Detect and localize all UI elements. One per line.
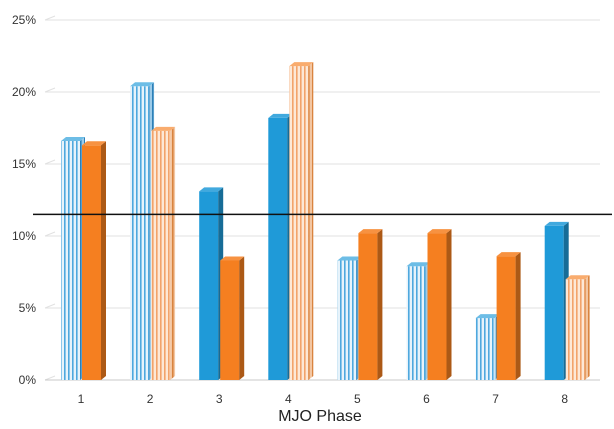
bar-side [584,275,590,380]
bar-phase-4-series-1 [268,113,293,381]
bar-front [427,233,447,380]
bar-top [496,252,521,257]
y-tick-label: 10% [12,229,36,243]
bar-top [427,229,452,234]
bar-side [446,229,452,380]
bar-side [101,141,106,380]
bar-front [268,117,288,381]
bar-top [358,229,383,234]
bar-phase-2-series-2 [151,126,176,380]
bar-front [544,225,564,380]
gridline-depth [44,159,56,165]
bar-front [475,318,495,380]
bar-phase-8-series-1 [544,221,569,380]
bar-top [151,126,176,131]
bar-phase-3-series-1 [199,187,224,380]
x-tick-label: 4 [285,392,292,406]
bars [61,62,590,381]
bar-top [475,314,500,319]
bar-phase-5-series-1 [337,256,362,380]
y-axis-tick-labels: 0% 5% 10% 15% 20% 25% [12,13,36,387]
bar-side [170,126,176,380]
x-tick-label: 5 [354,392,361,406]
gridline-depth [44,303,56,309]
bar-phase-4-series-2 [289,62,314,380]
bar-top [61,136,85,141]
gridline-depth [44,231,56,237]
bar-top [268,113,293,118]
bar-front [565,279,585,380]
bar-phase-2-series-1 [130,82,155,381]
bar-front [406,266,426,380]
bar-phase-8-series-2 [565,275,590,380]
bar-top [130,82,155,87]
x-tick-label: 7 [492,392,499,406]
bar-phase-1-series-2 [82,141,106,380]
bar-top [289,62,314,67]
bar-phase-6-series-2 [427,229,452,380]
y-tick-label: 25% [12,13,36,27]
gridline-depth [44,87,56,93]
y-tick-label: 20% [12,85,36,99]
y-tick-label: 15% [12,157,36,171]
bar-top [82,141,106,146]
bar-top [337,256,362,261]
bar-front [337,260,357,380]
bar-side [239,256,245,380]
bar-front [289,66,309,380]
y-tick-label: 5% [19,301,37,315]
bar-front [151,130,171,380]
bar-phase-3-series-2 [220,256,245,380]
bar-top [220,256,245,261]
bar-phase-6-series-1 [406,262,431,380]
x-tick-label: 3 [216,392,223,406]
bar-phase-5-series-2 [358,229,383,380]
bar-phase-7-series-1 [475,314,500,380]
bar-side [377,229,383,380]
bar-top [565,275,590,280]
bar-top [544,221,569,226]
gridline-depth [44,375,56,381]
bar-top [406,262,431,267]
x-tick-label: 1 [78,392,85,406]
bar-front [220,260,240,380]
bar-front [61,140,80,380]
bar-phase-7-series-2 [496,252,521,380]
x-tick-label: 8 [561,392,568,406]
bar-front [496,256,516,380]
bar-front [130,86,150,381]
bar-front [358,233,378,380]
y-tick-label: 0% [19,373,37,387]
x-tick-label: 6 [423,392,430,406]
bar-phase-1-series-1 [61,136,85,380]
bar-top [199,187,224,192]
bar-front [199,191,219,380]
x-axis-title: MJO Phase [278,408,362,425]
x-axis-tick-labels: 1 2 3 4 5 6 7 8 [78,392,569,406]
x-tick-label: 2 [147,392,154,406]
bar-side [308,62,314,380]
gridline-depth [44,15,56,21]
bar-side [515,252,521,380]
bar-front [82,145,101,380]
